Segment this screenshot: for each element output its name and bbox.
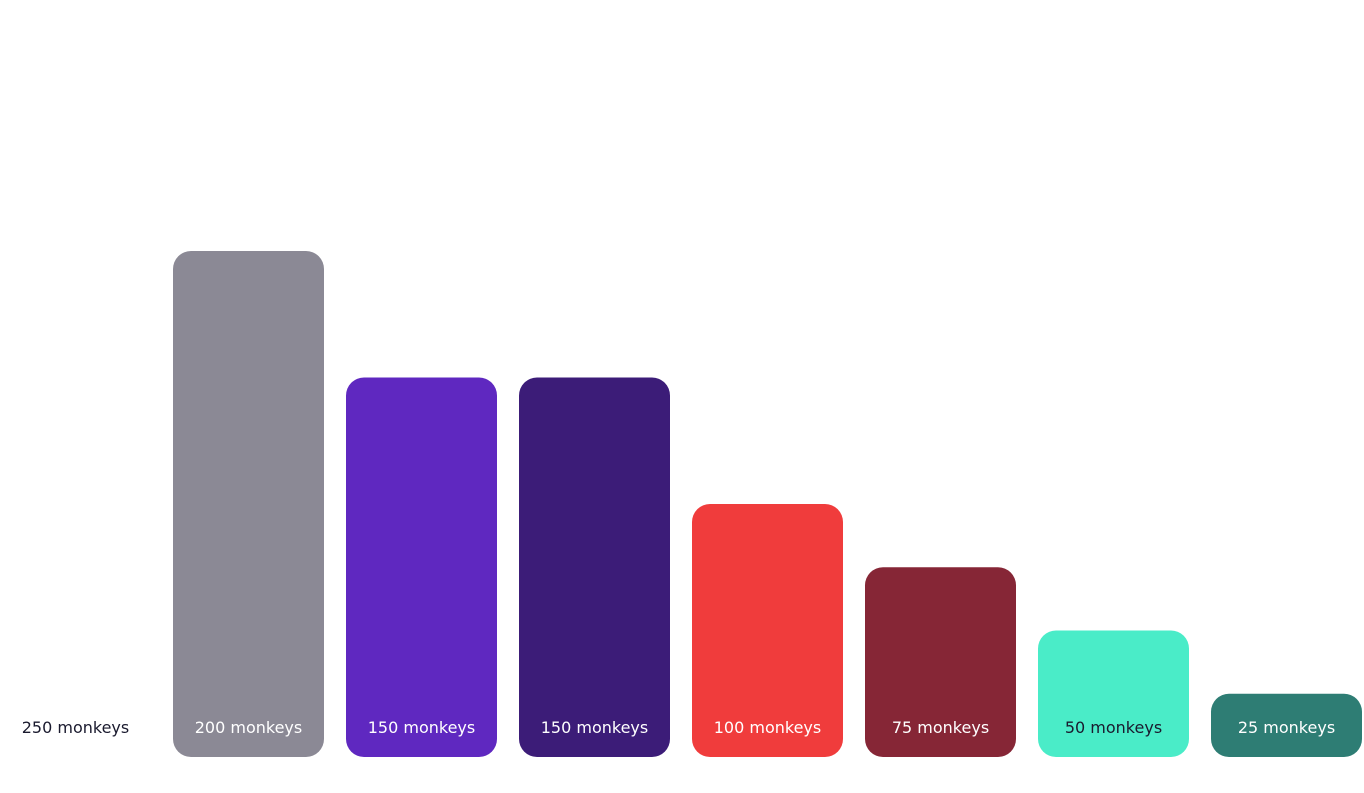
bar-label-7: 50 monkeys: [1065, 718, 1162, 737]
bar-label-2: 200 monkeys: [195, 718, 302, 737]
bar-label-1: 250 monkeys: [22, 718, 129, 737]
bar-label-3: 150 monkeys: [368, 718, 475, 737]
bar-1: [0, 124, 151, 757]
bar-7: [1038, 630, 1189, 757]
bar-8: [1211, 693, 1362, 757]
bar-5: [692, 504, 843, 757]
labels-layer: 250 monkeys 200 monkeys 150 monkeys 150 mon…: [22, 718, 1335, 737]
bar-2: [173, 251, 324, 757]
bar-label-8: 25 monkeys: [1238, 718, 1335, 737]
bar-label-4: 150 monkeys: [541, 718, 648, 737]
bar-label-6: 75 monkeys: [892, 718, 989, 737]
bar-6: [865, 567, 1016, 757]
bar-label-5: 100 monkeys: [714, 718, 821, 737]
bars-layer: [0, 124, 1362, 757]
bar-3: [346, 377, 497, 757]
bar-4: [519, 377, 670, 757]
